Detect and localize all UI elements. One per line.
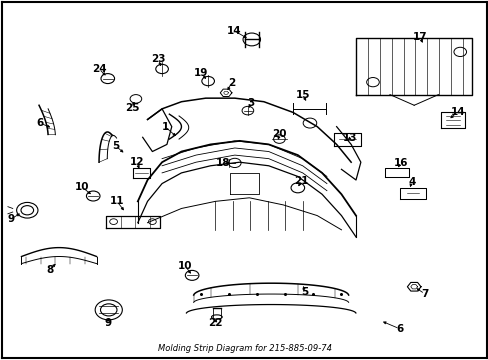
Text: 6: 6 <box>36 118 43 128</box>
Text: 25: 25 <box>124 103 139 113</box>
Text: 9: 9 <box>7 214 14 224</box>
Text: 19: 19 <box>193 68 207 78</box>
Text: 21: 21 <box>294 176 308 186</box>
Text: 4: 4 <box>407 177 415 187</box>
Text: 3: 3 <box>246 99 254 108</box>
Text: 10: 10 <box>75 182 89 192</box>
Text: 5: 5 <box>112 141 120 151</box>
Text: 11: 11 <box>109 196 124 206</box>
Text: 22: 22 <box>208 318 222 328</box>
Text: 10: 10 <box>178 261 192 271</box>
Text: 17: 17 <box>412 32 427 42</box>
Text: 14: 14 <box>226 26 241 36</box>
Text: 15: 15 <box>295 90 309 100</box>
Text: 18: 18 <box>216 158 230 168</box>
Text: 1: 1 <box>161 122 168 132</box>
Text: 6: 6 <box>395 324 403 334</box>
Text: 9: 9 <box>104 318 111 328</box>
Text: 16: 16 <box>392 158 407 168</box>
Text: 23: 23 <box>151 54 165 64</box>
Text: 12: 12 <box>129 157 144 167</box>
Text: 8: 8 <box>46 265 53 275</box>
Text: 2: 2 <box>227 78 235 88</box>
Text: 24: 24 <box>92 64 106 74</box>
Text: 14: 14 <box>449 107 464 117</box>
Text: 7: 7 <box>420 289 427 299</box>
Text: 5: 5 <box>301 287 307 297</box>
Text: 13: 13 <box>342 133 357 143</box>
Text: 20: 20 <box>272 130 286 139</box>
Text: Molding Strip Diagram for 215-885-09-74: Molding Strip Diagram for 215-885-09-74 <box>157 343 331 352</box>
